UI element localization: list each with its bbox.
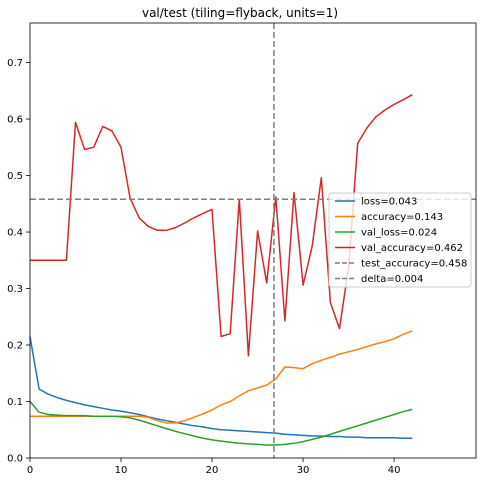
series-line-2 <box>29 401 413 446</box>
legend-label: loss=0.043 <box>361 197 417 208</box>
x-tick-label: 30 <box>297 465 310 476</box>
legend-box <box>328 192 472 288</box>
x-tick-label: 0 <box>27 465 33 476</box>
legend-label: accuracy=0.143 <box>361 212 443 223</box>
y-tick-label: 0.3 <box>7 284 23 295</box>
x-tick-label: 40 <box>388 465 401 476</box>
plot-area <box>29 22 477 459</box>
legend-label: val_accuracy=0.462 <box>361 243 463 254</box>
y-tick-label: 0.4 <box>7 228 23 239</box>
legend-label: val_loss=0.024 <box>361 228 437 239</box>
y-tick-label: 0.2 <box>7 341 23 352</box>
axes-frame <box>29 22 477 459</box>
legend-label: delta=0.004 <box>361 274 423 285</box>
y-tick-label: 0.7 <box>7 58 23 69</box>
x-axis: 0 10 20 30 40 <box>27 458 401 476</box>
y-tick-label: 0.6 <box>7 115 23 126</box>
chart-title: val/test (tiling=flyback, units=1) <box>142 6 338 20</box>
x-tick-label: 20 <box>206 465 219 476</box>
y-axis: 0.0 0.1 0.2 0.3 0.4 0.5 0.6 0.7 <box>7 58 30 465</box>
y-tick-label: 0.5 <box>7 171 23 182</box>
y-tick-label: 0.0 <box>7 454 23 465</box>
series-line-0 <box>29 336 413 439</box>
x-tick-label: 10 <box>115 465 128 476</box>
legend-label: test_accuracy=0.458 <box>361 259 467 270</box>
legend: loss=0.043 accuracy=0.143 val_loss=0.024va… <box>328 192 472 288</box>
y-tick-label: 0.1 <box>7 397 23 408</box>
